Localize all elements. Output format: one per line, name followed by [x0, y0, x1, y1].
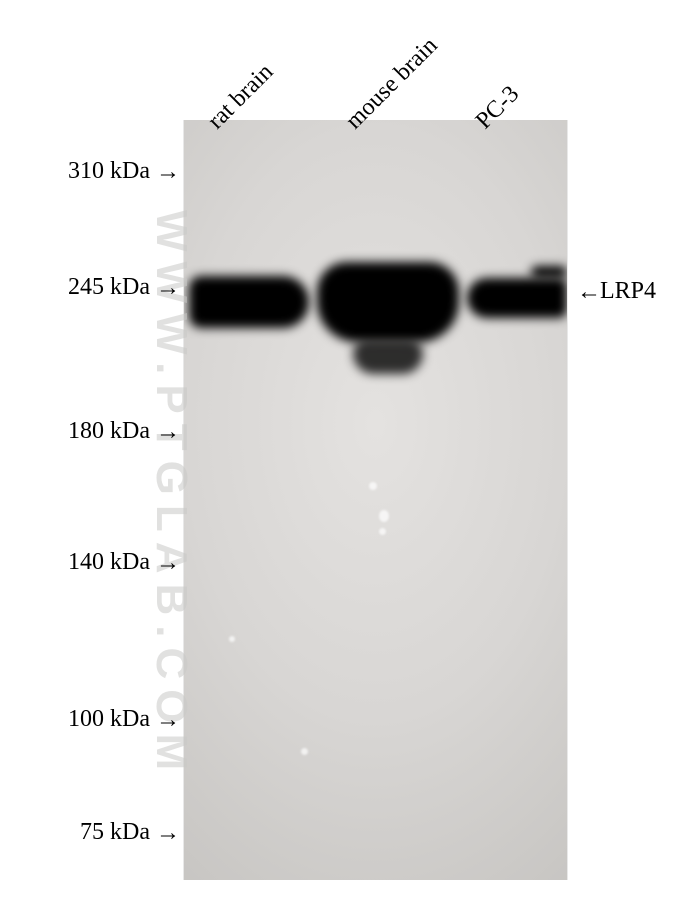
- target-label: LRP4: [600, 278, 656, 305]
- mw-marker-arrow-4: →: [156, 708, 180, 732]
- mw-marker-arrow-1: →: [156, 276, 180, 300]
- target-arrow: ←: [577, 280, 601, 304]
- mw-marker-label-3: 140 kDa: [25, 549, 150, 576]
- mw-marker-label-1: 245 kDa: [25, 274, 150, 301]
- mw-marker-arrow-0: →: [156, 160, 180, 184]
- band-lane3: [467, 278, 567, 318]
- blot-membrane: [183, 120, 568, 880]
- speck-2: [379, 528, 386, 535]
- mw-marker-arrow-5: →: [156, 821, 180, 845]
- mw-marker-arrow-3: →: [156, 551, 180, 575]
- band-lane2-tail: [353, 340, 423, 374]
- mw-marker-arrow-2: →: [156, 420, 180, 444]
- mw-marker-label-0: 310 kDa: [25, 158, 150, 185]
- speck-3: [301, 748, 308, 755]
- band-lane1: [189, 276, 309, 328]
- mw-marker-label-2: 180 kDa: [25, 418, 150, 445]
- speck-0: [369, 482, 377, 490]
- band-lane2: [317, 262, 459, 342]
- blot-background: [184, 120, 567, 880]
- speck-4: [229, 636, 235, 642]
- band-lane3-top: [531, 266, 567, 278]
- speck-1: [379, 510, 389, 522]
- mw-marker-label-5: 75 kDa: [25, 819, 150, 846]
- mw-marker-label-4: 100 kDa: [25, 706, 150, 733]
